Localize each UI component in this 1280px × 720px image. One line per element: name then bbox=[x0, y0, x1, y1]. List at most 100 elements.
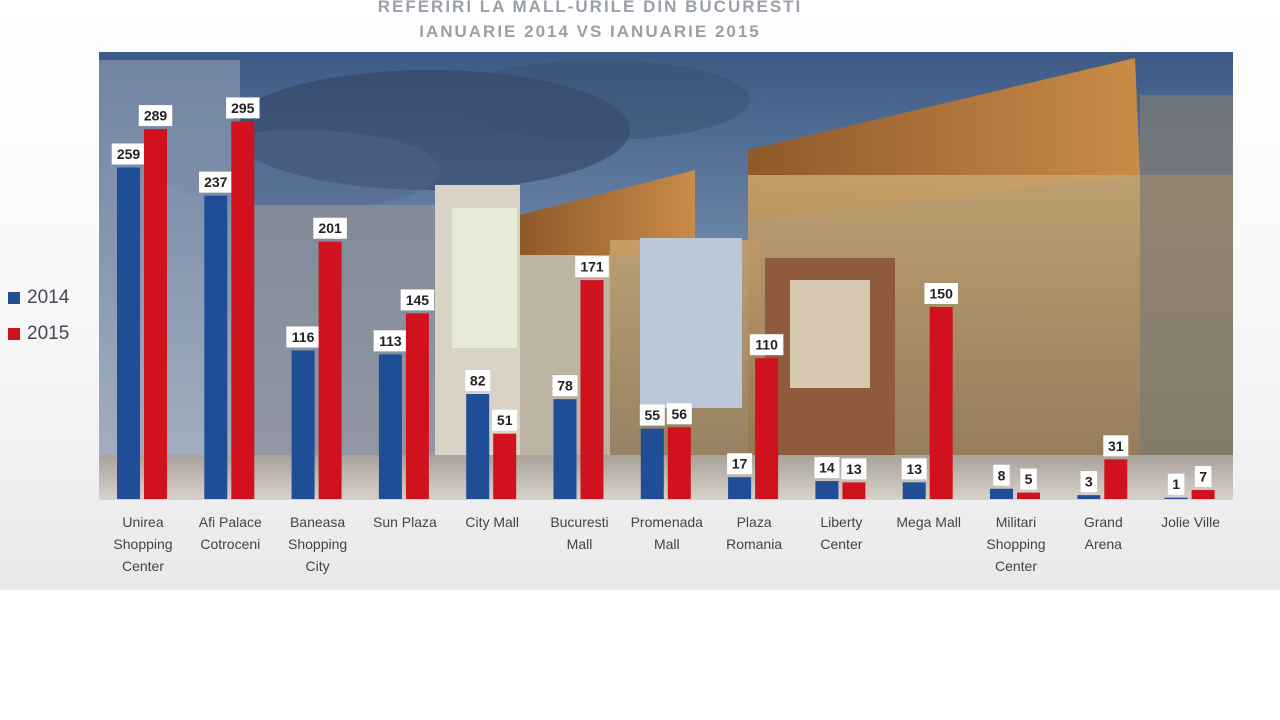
value-label-box-2015-0 bbox=[138, 105, 173, 127]
category-label-11-1: Arena bbox=[1085, 536, 1123, 552]
value-label-2015-11: 31 bbox=[1108, 438, 1124, 454]
bar-2015-12 bbox=[1191, 490, 1215, 499]
value-label-2015-6: 56 bbox=[672, 406, 688, 422]
value-label-box-2015-6 bbox=[666, 403, 692, 425]
value-label-2014-7: 17 bbox=[732, 456, 748, 472]
value-label-2015-2: 201 bbox=[318, 220, 342, 236]
value-label-2015-0: 289 bbox=[144, 108, 168, 124]
category-label-3-0: Sun Plaza bbox=[373, 514, 437, 530]
bar-2014-2 bbox=[291, 350, 315, 499]
value-label-2015-3: 145 bbox=[406, 292, 430, 308]
legend-item-2014: 2014 bbox=[8, 280, 69, 316]
value-label-2014-0: 259 bbox=[117, 146, 141, 162]
mall-photo-background bbox=[99, 52, 1233, 500]
bar-2014-12 bbox=[1164, 497, 1188, 499]
bar-2015-4 bbox=[493, 433, 517, 499]
category-label-1-1: Cotroceni bbox=[200, 536, 260, 552]
value-label-box-2014-6 bbox=[639, 404, 665, 426]
value-label-2014-3: 113 bbox=[379, 333, 402, 349]
chart-title-line2: IANUARIE 2014 VS IANUARIE 2015 bbox=[419, 22, 761, 41]
category-label-8-0: Liberty bbox=[820, 514, 862, 530]
bar-2015-2 bbox=[318, 241, 342, 499]
bar-2014-5 bbox=[553, 399, 577, 499]
value-label-2014-6: 55 bbox=[645, 407, 661, 423]
value-label-box-2015-8 bbox=[841, 458, 867, 480]
bar-2014-3 bbox=[378, 354, 402, 499]
value-label-box-2015-5 bbox=[575, 256, 609, 278]
value-label-box-2015-4 bbox=[492, 409, 518, 431]
value-label-box-2014-11 bbox=[1080, 471, 1098, 493]
value-label-2015-12: 7 bbox=[1199, 469, 1207, 485]
value-label-box-2015-12 bbox=[1194, 466, 1212, 488]
category-label-0-1: Shopping bbox=[113, 536, 172, 552]
category-label-0-0: Unirea bbox=[122, 514, 163, 530]
bar-2014-10 bbox=[990, 488, 1013, 499]
category-label-5-1: Mall bbox=[567, 536, 593, 552]
category-label-0-2: Center bbox=[122, 558, 164, 574]
value-label-box-2014-4 bbox=[465, 370, 491, 392]
bar-2015-3 bbox=[405, 313, 429, 499]
bar-2015-6 bbox=[667, 427, 691, 499]
bar-2015-9 bbox=[929, 307, 953, 499]
value-label-box-2014-0 bbox=[111, 143, 146, 165]
category-label-6-1: Mall bbox=[654, 536, 680, 552]
value-label-2014-5: 78 bbox=[557, 378, 573, 394]
bar-2015-11 bbox=[1104, 459, 1128, 499]
value-label-box-2014-12 bbox=[1167, 473, 1185, 495]
bar-2014-1 bbox=[204, 195, 228, 499]
category-label-11-0: Grand bbox=[1084, 514, 1123, 530]
bar-2014-7 bbox=[728, 477, 752, 499]
bar-2015-1 bbox=[231, 121, 255, 500]
value-label-2014-4: 82 bbox=[470, 373, 486, 389]
value-label-2015-5: 171 bbox=[580, 259, 604, 275]
category-label-9-0: Mega Mall bbox=[896, 514, 961, 530]
bar-2015-0 bbox=[144, 129, 167, 499]
value-label-box-2014-1 bbox=[199, 171, 233, 193]
legend-swatch-2014 bbox=[8, 292, 20, 304]
value-label-2015-4: 51 bbox=[497, 412, 513, 428]
bar-2014-4 bbox=[466, 394, 490, 499]
value-label-box-2014-2 bbox=[286, 326, 320, 348]
value-label-box-2014-10 bbox=[993, 464, 1010, 486]
value-label-2014-10: 8 bbox=[998, 467, 1006, 483]
category-label-6-0: Promenada bbox=[631, 514, 704, 530]
legend-label-2015: 2015 bbox=[27, 323, 70, 344]
category-label-1-0: Afi Palace bbox=[199, 514, 262, 530]
legend-swatch-2015 bbox=[8, 328, 20, 340]
bar-2015-5 bbox=[580, 280, 604, 499]
value-label-2015-8: 13 bbox=[846, 461, 862, 477]
value-label-2014-1: 237 bbox=[204, 174, 228, 190]
bar-2014-0 bbox=[117, 167, 140, 500]
value-label-box-2014-8 bbox=[814, 457, 840, 479]
legend-label-2014: 2014 bbox=[27, 287, 70, 308]
value-label-box-2015-11 bbox=[1103, 435, 1129, 457]
bar-2014-8 bbox=[815, 481, 839, 499]
category-label-7-1: Romania bbox=[726, 536, 782, 552]
value-label-2014-2: 116 bbox=[292, 329, 315, 345]
bar-2015-7 bbox=[755, 358, 779, 499]
bar-2015-8 bbox=[842, 482, 866, 499]
category-label-8-1: Center bbox=[820, 536, 862, 552]
category-labels: Unirea Shopping Center Afi Palace Cotroceni B… bbox=[113, 514, 1220, 574]
value-label-2014-8: 14 bbox=[819, 460, 835, 476]
value-label-2014-12: 1 bbox=[1172, 476, 1180, 492]
value-label-2015-9: 150 bbox=[930, 286, 954, 302]
value-label-2014-9: 13 bbox=[906, 461, 922, 477]
bar-2014-6 bbox=[640, 428, 664, 499]
value-label-box-2015-7 bbox=[749, 334, 784, 356]
value-label-2015-1: 295 bbox=[231, 100, 255, 116]
bar-2014-11 bbox=[1077, 495, 1101, 499]
category-label-12-0: Jolie Ville bbox=[1161, 514, 1220, 530]
bar-2015-10 bbox=[1017, 492, 1040, 499]
category-label-10-2: Center bbox=[995, 558, 1037, 574]
value-label-box-2015-9 bbox=[924, 283, 958, 304]
value-label-box-2014-3 bbox=[373, 330, 408, 352]
chart-title-line1: REFERIRI LA MALL-URILE DIN BUCURESTI bbox=[377, 0, 803, 16]
category-label-2-1: Shopping bbox=[288, 536, 347, 552]
category-label-5-0: Bucuresti bbox=[550, 514, 608, 530]
legend-item-2015: 2015 bbox=[8, 316, 69, 352]
category-label-10-1: Shopping bbox=[986, 536, 1045, 552]
value-label-box-2014-5 bbox=[552, 375, 578, 397]
value-label-box-2015-10 bbox=[1020, 468, 1037, 490]
